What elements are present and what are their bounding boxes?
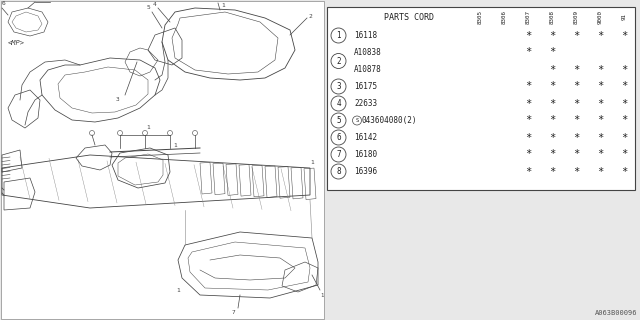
Text: *: * (573, 65, 579, 75)
Text: 5: 5 (146, 5, 150, 10)
Text: *: * (621, 116, 627, 125)
Text: 7: 7 (336, 150, 341, 159)
Text: 1: 1 (146, 125, 150, 130)
Text: 1: 1 (221, 3, 225, 8)
Text: *: * (549, 82, 555, 92)
Text: 8308: 8308 (550, 10, 554, 24)
Text: *: * (621, 99, 627, 108)
Text: *: * (525, 30, 531, 41)
Text: *: * (597, 65, 603, 75)
Text: *: * (573, 99, 579, 108)
Text: *: * (597, 82, 603, 92)
Text: *: * (621, 82, 627, 92)
Text: *: * (549, 166, 555, 177)
Text: A063B00096: A063B00096 (595, 310, 637, 316)
Text: 16175: 16175 (354, 82, 377, 91)
Text: *: * (549, 47, 555, 58)
Text: 6: 6 (336, 133, 341, 142)
Text: 1: 1 (173, 143, 177, 148)
Text: *: * (621, 132, 627, 142)
Text: 043604080(2): 043604080(2) (362, 116, 417, 125)
Text: *: * (525, 166, 531, 177)
Text: PARTS CORD: PARTS CORD (384, 12, 434, 21)
Text: *: * (525, 149, 531, 159)
Text: 1: 1 (310, 159, 314, 164)
Text: *: * (597, 30, 603, 41)
Text: *: * (621, 30, 627, 41)
Text: A10838: A10838 (354, 48, 381, 57)
Text: 8309: 8309 (573, 10, 579, 24)
Text: 5: 5 (336, 116, 341, 125)
Bar (327, 7, 635, 190)
Text: *: * (549, 65, 555, 75)
Text: 7: 7 (232, 310, 236, 315)
Text: 16118: 16118 (354, 31, 377, 40)
Text: *: * (525, 99, 531, 108)
Text: <MP>: <MP> (8, 40, 25, 46)
Text: 16396: 16396 (354, 167, 377, 176)
Text: 3: 3 (336, 82, 341, 91)
Text: *: * (597, 149, 603, 159)
Text: *: * (621, 65, 627, 75)
Text: 16180: 16180 (354, 150, 377, 159)
Text: 16142: 16142 (354, 133, 377, 142)
Text: *: * (549, 99, 555, 108)
Text: *: * (597, 116, 603, 125)
Text: 4: 4 (336, 99, 341, 108)
Text: *: * (573, 82, 579, 92)
Text: S: S (355, 118, 358, 123)
Text: *: * (573, 132, 579, 142)
Text: *: * (549, 116, 555, 125)
Text: *: * (525, 82, 531, 92)
Text: *: * (573, 149, 579, 159)
Text: 8307: 8307 (525, 10, 531, 24)
Text: 2: 2 (336, 57, 341, 66)
Text: 22633: 22633 (354, 99, 377, 108)
Text: *: * (597, 99, 603, 108)
Text: 4: 4 (153, 2, 157, 7)
Text: *: * (549, 132, 555, 142)
Text: *: * (525, 132, 531, 142)
Text: *: * (525, 116, 531, 125)
Text: *: * (621, 149, 627, 159)
Text: *: * (621, 166, 627, 177)
Text: *: * (597, 132, 603, 142)
Text: 1: 1 (176, 287, 180, 292)
Text: 6: 6 (2, 1, 6, 6)
Text: *: * (573, 166, 579, 177)
Text: *: * (525, 47, 531, 58)
Text: 91: 91 (621, 13, 627, 20)
Text: 9000: 9000 (598, 10, 602, 24)
Text: 1: 1 (320, 293, 323, 298)
Text: *: * (549, 30, 555, 41)
Text: 8: 8 (336, 167, 341, 176)
Text: *: * (573, 116, 579, 125)
Text: 8305: 8305 (477, 10, 483, 24)
Text: 3: 3 (116, 97, 120, 102)
Text: *: * (597, 166, 603, 177)
Text: *: * (549, 149, 555, 159)
Text: A10878: A10878 (354, 65, 381, 74)
Text: 2: 2 (308, 14, 312, 20)
Text: 8306: 8306 (502, 10, 506, 24)
Text: *: * (573, 30, 579, 41)
Bar (1, 1, 324, 319)
Text: 1: 1 (336, 31, 341, 40)
